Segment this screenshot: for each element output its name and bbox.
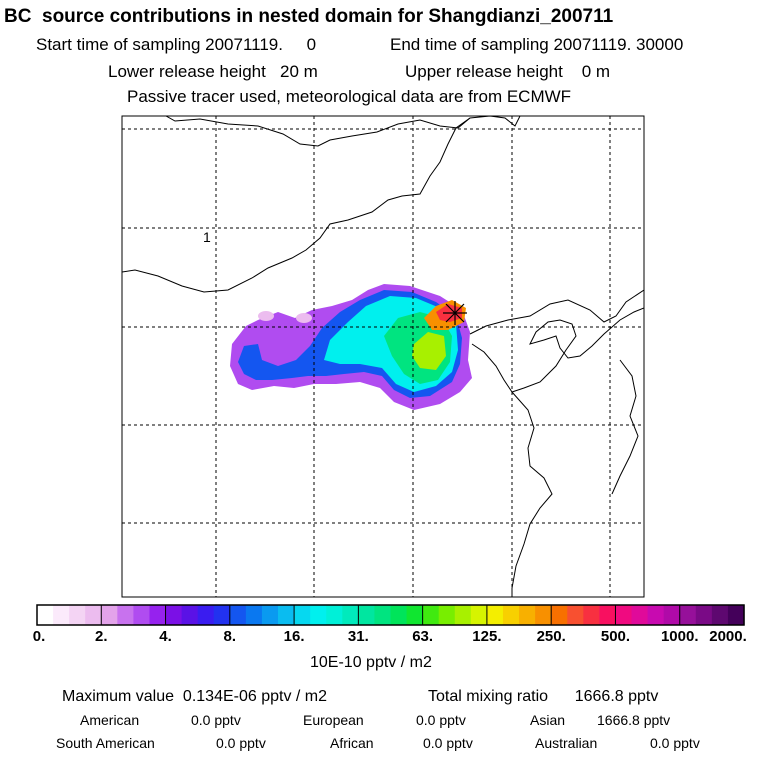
map-grid [122, 116, 644, 597]
central-border [122, 117, 471, 293]
region-name: Asian [530, 712, 566, 728]
upper-release-height: Upper release height 0 m [405, 62, 611, 81]
colorbar-tick-label: 500. [600, 628, 631, 645]
colorbar-units: 10E-10 pptv / m2 [310, 654, 432, 671]
region-name: European [303, 712, 364, 728]
plume-fragment [296, 313, 312, 323]
bohai-coast [471, 307, 644, 393]
colorbar-tick-label: 2000. [709, 628, 747, 645]
plume-fragment [258, 311, 274, 321]
colorbar-tick-label: 63. [412, 628, 434, 645]
yellow-sea-coast [511, 391, 553, 597]
eastern-border [469, 289, 644, 335]
colorbar-tick-label: 250. [536, 628, 566, 645]
region-value: 0.0 pptv [191, 712, 241, 728]
colorbar-tick-label: 8. [223, 628, 237, 645]
colorbar-tick-label: 4. [159, 628, 172, 645]
end-time: End time of sampling 20071119. 30000 [390, 35, 684, 54]
colorbar-tick-label: 16. [283, 628, 305, 645]
colorbar-tick-label: 1000. [660, 628, 699, 645]
grid-label: 1 [203, 229, 211, 245]
plume-yellowgreen [412, 332, 446, 370]
region-name: American [80, 712, 140, 728]
region-value: 0.0 pptv [216, 735, 266, 751]
receptor-star-marker [443, 301, 467, 325]
region-name: African [330, 735, 374, 751]
concentration-plume [230, 284, 472, 410]
region-value: 0.0 pptv [423, 735, 473, 751]
map-panel: 1 [121, 115, 645, 598]
lower-release-height: Lower release height 20 m [108, 62, 318, 81]
plot-title: BC source contributions in nested domain… [4, 6, 614, 27]
korea-coast [611, 359, 639, 495]
region-name: Australian [535, 735, 598, 751]
colorbar-tick-label: 2. [95, 628, 108, 645]
colorbar-tick-label: 125. [472, 628, 502, 645]
colorbar-tick-label: 31. [347, 628, 369, 645]
start-time: Start time of sampling 20071119. 0 [36, 35, 317, 54]
map-frame [121, 115, 645, 598]
maximum-value: Maximum value 0.134E-06 pptv / m2 [62, 688, 328, 705]
colorbar-tick-label: 0. [32, 628, 46, 645]
region-value: 0.0 pptv [416, 712, 466, 728]
region-value: 1666.8 pptv [597, 712, 671, 728]
total-mixing-ratio: Total mixing ratio 1666.8 pptv [428, 688, 659, 705]
tracer-note: Passive tracer used, meteorological data… [127, 87, 572, 106]
region-value: 0.0 pptv [650, 735, 700, 751]
region-name: South American [56, 735, 155, 751]
